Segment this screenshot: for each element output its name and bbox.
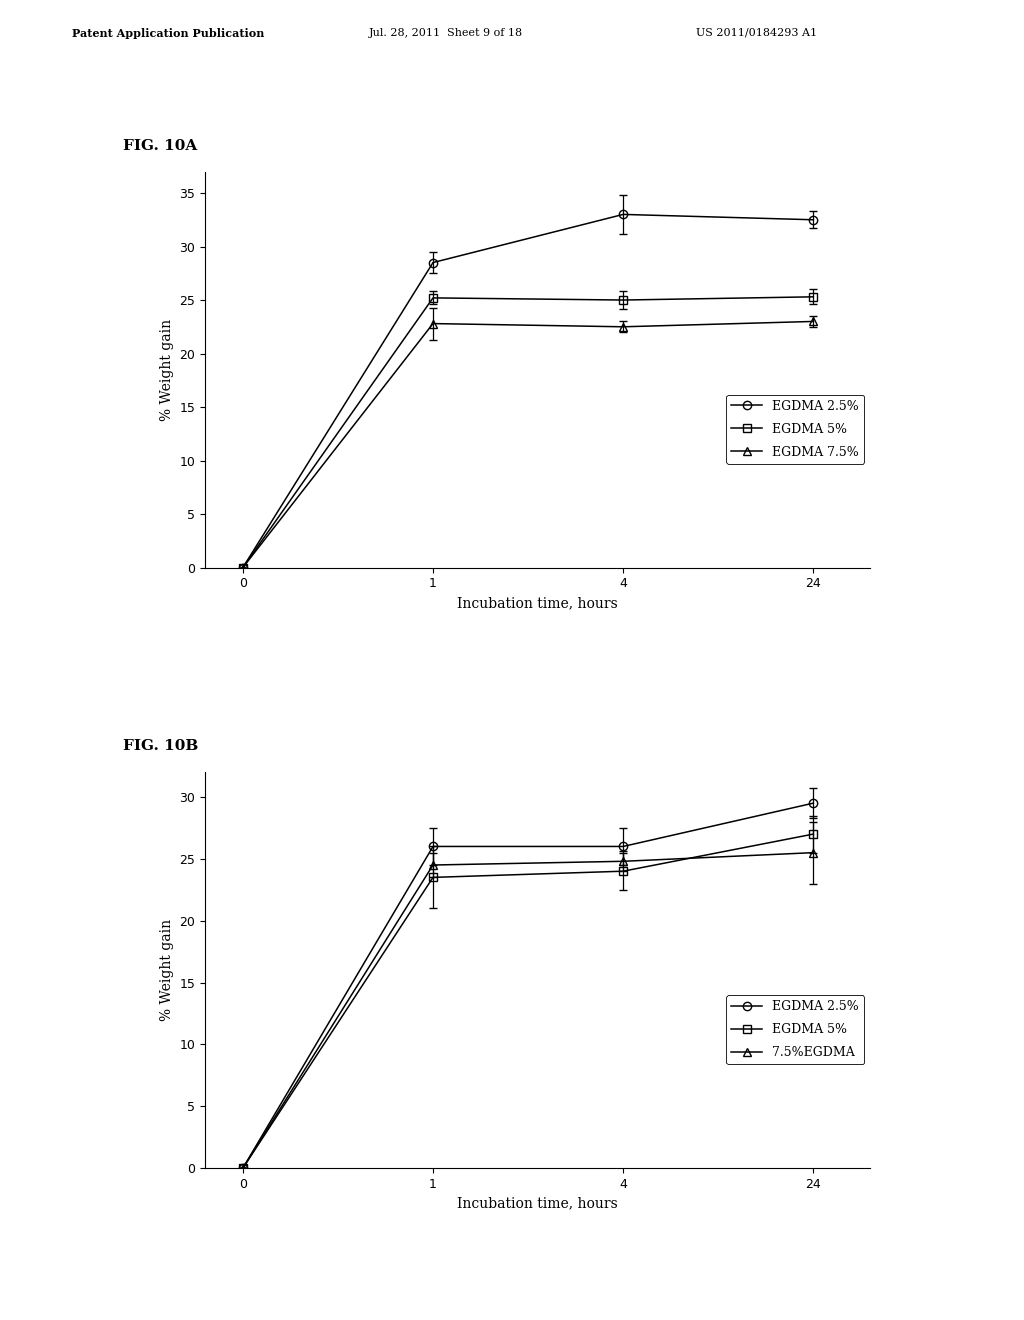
Legend: EGDMA 2.5%, EGDMA 5%, 7.5%EGDMA: EGDMA 2.5%, EGDMA 5%, 7.5%EGDMA — [726, 995, 864, 1064]
Text: Jul. 28, 2011  Sheet 9 of 18: Jul. 28, 2011 Sheet 9 of 18 — [369, 28, 523, 38]
Text: FIG. 10B: FIG. 10B — [123, 739, 199, 754]
Text: FIG. 10A: FIG. 10A — [123, 139, 198, 153]
X-axis label: Incubation time, hours: Incubation time, hours — [458, 1196, 617, 1210]
Legend: EGDMA 2.5%, EGDMA 5%, EGDMA 7.5%: EGDMA 2.5%, EGDMA 5%, EGDMA 7.5% — [726, 395, 864, 463]
Y-axis label: % Weight gain: % Weight gain — [160, 318, 174, 421]
Text: Patent Application Publication: Patent Application Publication — [72, 28, 264, 38]
X-axis label: Incubation time, hours: Incubation time, hours — [458, 595, 617, 610]
Text: US 2011/0184293 A1: US 2011/0184293 A1 — [696, 28, 817, 38]
Y-axis label: % Weight gain: % Weight gain — [160, 919, 174, 1022]
